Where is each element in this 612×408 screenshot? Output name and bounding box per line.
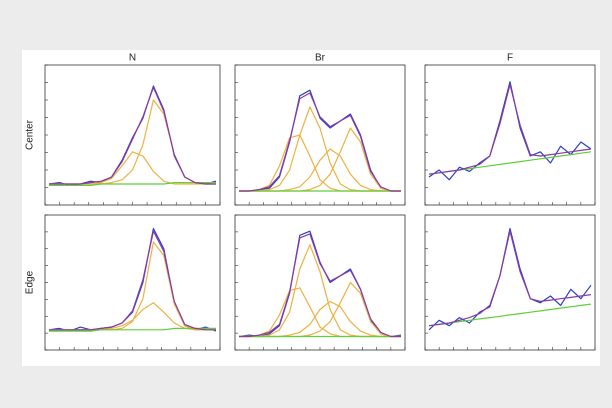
- column-label: Br: [315, 53, 326, 64]
- panel-frame: [424, 214, 596, 351]
- spectrum-line: [428, 230, 592, 327]
- spectrum-line: [49, 182, 216, 186]
- spectrum-line: [428, 227, 592, 331]
- panel-frame: [44, 64, 221, 206]
- row-label: Edge: [25, 270, 36, 294]
- spectrum-line: [49, 230, 216, 331]
- spectrum-line: [239, 92, 401, 192]
- column-label: N: [129, 53, 136, 64]
- row-label: Center: [25, 119, 36, 150]
- spectrum-line: [49, 327, 216, 332]
- column-label: F: [507, 53, 513, 64]
- spectrum-line: [239, 233, 401, 338]
- spectrum-line: [428, 84, 592, 175]
- panel-frame: [424, 64, 596, 206]
- spectrum-line: [428, 303, 592, 327]
- spectrum-line: [49, 86, 216, 185]
- spectrum-line: [428, 81, 592, 181]
